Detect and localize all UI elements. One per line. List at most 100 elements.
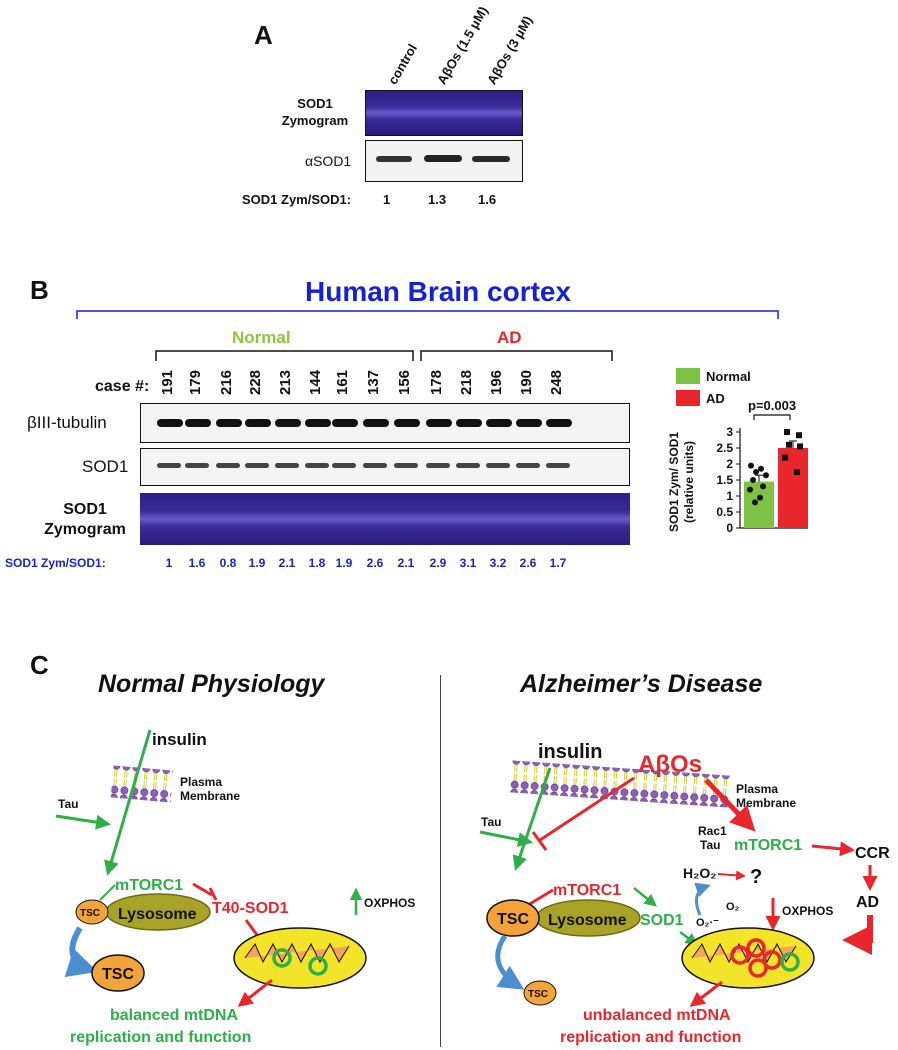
sod1-band — [185, 463, 209, 468]
mtdna-right-5 — [780, 952, 800, 972]
y-tick-label: 0 — [726, 521, 733, 535]
case-number: 196 — [488, 369, 505, 395]
ratio-value: 1.6 — [188, 556, 206, 570]
point-normal — [763, 472, 769, 479]
y-tick-label: 2.5 — [716, 441, 733, 455]
chart-ylabel-line2: (relative units) — [682, 441, 696, 523]
lane-label-control: control — [385, 41, 421, 87]
mtorc1-label-right: mTORC1 — [553, 882, 621, 899]
abos-label: AβOs — [638, 751, 702, 778]
tubulin-band — [394, 419, 420, 427]
ratio-value: 1.9 — [335, 556, 353, 570]
tsc-small-label-left: TSC — [80, 908, 100, 919]
h2o2-label: H₂O₂ — [683, 865, 716, 881]
left-title: Normal Physiology — [98, 670, 325, 698]
row-label-tubulin: βIII-tubulin — [27, 413, 107, 432]
legend-ad-swatch — [676, 390, 700, 406]
tsc-large-left — [91, 954, 145, 992]
case-label: case #: — [95, 378, 150, 395]
point-ad — [786, 441, 792, 448]
tau-arrow-right — [479, 830, 533, 848]
t40-sod1-label: T40-SOD1 — [212, 900, 289, 917]
row-label-zymogram-a-line2: Zymogram — [281, 113, 349, 128]
legend-normal-swatch — [676, 368, 700, 384]
pathway-diagram: insulin Plasma Membrane Tau mTORC1 Lysos… — [55, 729, 890, 1046]
mtorc1-label-right-top: mTORC1 — [734, 837, 802, 854]
point-normal — [747, 486, 753, 493]
tsc-large-right — [486, 899, 540, 937]
tubulin-band — [456, 419, 482, 427]
point-ad — [794, 469, 800, 475]
tau-label-right-2: Tau — [700, 838, 720, 852]
mtdna-right-1 — [730, 945, 750, 965]
point-normal — [752, 499, 758, 506]
case-number: 144 — [307, 369, 324, 395]
ratio-value: 0.8 — [219, 556, 237, 570]
lane-label-abos-3: AβOs (3 μM) — [484, 13, 536, 87]
case-number: 218 — [458, 369, 475, 395]
mtdna-left-1 — [272, 948, 292, 968]
row-label-zymogram-b-line1: SOD1 — [63, 501, 107, 518]
ratio-value: 3.1 — [459, 556, 477, 570]
significance-bracket — [753, 414, 791, 420]
case-number: 213 — [277, 369, 294, 395]
question-mark: ? — [750, 866, 762, 888]
mitochondrion-left-cristae — [244, 942, 350, 964]
case-number: 161 — [334, 369, 351, 395]
ratio-value: 2.1 — [278, 556, 296, 570]
tsc-release-arrow-right — [495, 934, 525, 990]
mtdna-right-2 — [746, 938, 766, 958]
rac1-label: Rac1 — [698, 824, 727, 838]
sod1-band — [275, 463, 299, 468]
sod1-band — [426, 463, 450, 468]
abos-inhibit-line — [539, 776, 635, 842]
mtdna-left-2 — [308, 956, 328, 976]
zymogram-blot-b — [140, 493, 630, 545]
ratio-a-1: 1 — [383, 192, 391, 207]
mtorc1-sod1-arrow — [633, 887, 657, 907]
sod1-band — [216, 463, 240, 468]
ratio-label-a: SOD1 Zym/SOD1: — [242, 192, 352, 207]
right-title: Alzheimer’s Disease — [520, 670, 763, 698]
case-number: 178 — [428, 369, 445, 395]
case-number: 190 — [518, 369, 535, 395]
row-label-zymogram-b-line2: Zymogram — [44, 521, 126, 538]
sod1-band-a-2 — [424, 155, 462, 162]
tsc-large-label-left: TSC — [102, 966, 134, 983]
insulin-label-right: insulin — [538, 741, 602, 763]
tubulin-band — [216, 419, 242, 427]
h2o2-arrow — [717, 870, 746, 881]
case-number: 137 — [365, 369, 382, 395]
ratio-value: 2.9 — [429, 556, 447, 570]
y-tick-label: 3 — [726, 425, 733, 439]
tsc-large-label-right: TSC — [497, 911, 529, 928]
bar-ad — [778, 448, 808, 528]
membrane-label-left: Membrane — [180, 789, 240, 803]
mtorc1-ccr-arrow — [811, 841, 855, 857]
point-normal — [757, 494, 763, 501]
tubulin-band — [275, 419, 301, 427]
insulin-label-left: insulin — [152, 730, 207, 749]
panel-b-title: Human Brain cortex — [305, 276, 572, 307]
ratio-a-3: 1.6 — [478, 192, 497, 207]
sod1-blot-a — [365, 140, 523, 182]
tau-arrow-left — [55, 814, 111, 830]
sod1-dismutation-arrow — [694, 882, 711, 916]
sod1-band-a-3 — [472, 156, 510, 162]
abos-mtorc1-arrow — [704, 778, 756, 832]
lysosome-label-left: Lysosome — [118, 906, 197, 923]
sod1-band — [305, 463, 329, 468]
unbalanced-line2: replication and function — [560, 1029, 741, 1046]
tau-label-right: Tau — [481, 815, 501, 829]
mtdna-right-3 — [748, 958, 768, 978]
tubulin-band — [516, 419, 542, 427]
point-normal — [760, 483, 766, 490]
legend-ad-label: AD — [706, 391, 725, 406]
row-label-sod1-a: αSOD1 — [305, 153, 352, 169]
y-tick-label: 0.5 — [716, 505, 733, 519]
unbalanced-line1: unbalanced mtDNA — [583, 1007, 731, 1024]
plasma-membrane-right — [509, 760, 731, 808]
ad-feedback-arrow — [842, 915, 873, 955]
tubulin-band — [546, 419, 572, 427]
y-tick-label: 2 — [726, 457, 733, 471]
